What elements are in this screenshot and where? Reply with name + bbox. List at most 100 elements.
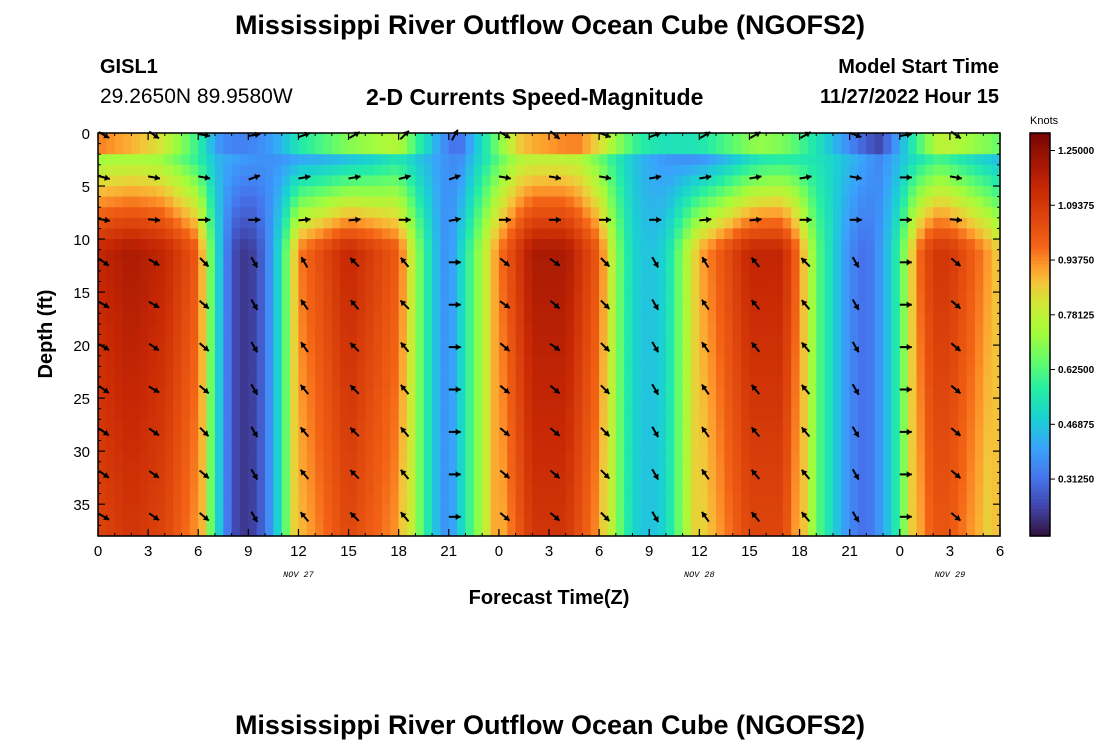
colorbar-swatch — [1030, 415, 1050, 420]
heatmap-cell — [832, 366, 842, 378]
colorbar-swatch — [1030, 290, 1050, 295]
heatmap-cell — [256, 154, 266, 166]
current-vector-arrow — [950, 300, 962, 310]
heatmap-cell — [757, 482, 767, 495]
current-vector-arrow — [950, 512, 962, 522]
heatmap-cell — [214, 398, 224, 410]
heatmap-cell — [966, 461, 976, 473]
heatmap-cell — [131, 472, 141, 484]
heatmap-cell — [590, 186, 600, 198]
heatmap-cell — [206, 419, 216, 431]
heatmap-cell — [173, 133, 183, 145]
heatmap-cell — [189, 472, 199, 484]
heatmap-cell — [674, 514, 684, 526]
heatmap-cell — [540, 292, 550, 304]
heatmap-cell — [323, 525, 333, 537]
heatmap-cell — [273, 514, 283, 526]
heatmap-cell — [749, 260, 759, 272]
heatmap-cell — [323, 207, 333, 219]
heatmap-cell — [899, 334, 909, 346]
heatmap-cell — [214, 249, 224, 261]
heatmap-cell — [298, 376, 308, 389]
heatmap-cell — [223, 154, 233, 166]
heatmap-cell — [699, 323, 709, 336]
heatmap-cell — [432, 270, 442, 283]
heatmap-cell — [106, 239, 116, 251]
heatmap-cell — [866, 260, 876, 272]
heatmap-cell — [607, 451, 617, 463]
heatmap-cell — [640, 313, 650, 325]
heatmap-cell — [540, 355, 550, 367]
heatmap-cell — [841, 133, 851, 145]
heatmap-cell — [615, 472, 625, 484]
heatmap-cell — [557, 419, 567, 431]
heatmap-cell — [173, 419, 183, 431]
heatmap-cell — [582, 429, 592, 442]
heatmap-cell — [607, 482, 617, 495]
heatmap-cell — [590, 196, 600, 208]
heatmap-cell — [231, 461, 241, 473]
heatmap-cell — [824, 196, 834, 208]
heatmap-cell — [949, 493, 959, 505]
heatmap-cell — [682, 493, 692, 505]
heatmap-cell — [407, 313, 416, 325]
heatmap-cell — [323, 408, 333, 420]
heatmap-cell — [415, 143, 425, 155]
heatmap-cell — [849, 164, 859, 177]
heatmap-cell — [432, 313, 442, 325]
heatmap-cell — [114, 334, 124, 346]
heatmap-cell — [231, 429, 241, 442]
heatmap-cell — [532, 207, 542, 219]
heatmap-cell — [315, 429, 325, 442]
heatmap-cell — [256, 260, 266, 272]
heatmap-cell — [899, 429, 909, 442]
heatmap-cell — [716, 334, 725, 346]
heatmap-cell — [465, 355, 475, 367]
heatmap-cell — [415, 133, 425, 145]
heatmap-cell — [757, 398, 767, 410]
heatmap-cell — [899, 249, 909, 261]
heatmap-cell — [615, 525, 625, 537]
heatmap-cell — [540, 154, 550, 166]
colorbar-swatch — [1030, 307, 1050, 312]
heatmap-cell — [148, 313, 158, 325]
heatmap-cell — [657, 419, 667, 431]
heatmap-cell — [214, 281, 224, 293]
heatmap-cell — [273, 270, 283, 283]
heatmap-cell — [156, 154, 166, 166]
heatmap-cell — [983, 376, 993, 389]
heatmap-cell — [774, 472, 784, 484]
heatmap-cell — [231, 207, 241, 219]
heatmap-cell — [448, 323, 458, 336]
heatmap-cell — [106, 228, 116, 240]
heatmap-cell — [348, 302, 358, 314]
heatmap-cell — [933, 270, 943, 283]
heatmap-cell — [640, 482, 650, 495]
heatmap-cell — [624, 207, 634, 219]
heatmap-cell — [298, 461, 308, 473]
heatmap-cell — [991, 133, 1001, 145]
heatmap-cell — [273, 186, 283, 198]
heatmap-cell — [624, 217, 634, 230]
heatmap-cell — [832, 239, 842, 251]
heatmap-cell — [565, 525, 575, 537]
heatmap-cell — [398, 398, 408, 410]
heatmap-cell — [757, 270, 767, 283]
heatmap-cell — [557, 514, 567, 526]
current-vector-arrow — [749, 216, 762, 223]
heatmap-cell — [632, 133, 642, 145]
x-tick-label: 18 — [791, 543, 808, 560]
heatmap-cell — [866, 514, 876, 526]
heatmap-cell — [123, 355, 133, 367]
heatmap-cell — [582, 408, 592, 420]
heatmap-cell — [440, 228, 450, 240]
heatmap-cell — [98, 302, 107, 314]
heatmap-cell — [256, 419, 266, 431]
heatmap-cell — [98, 164, 107, 177]
heatmap-cell — [791, 493, 801, 505]
heatmap-cell — [482, 270, 492, 283]
heatmap-cell — [131, 196, 141, 208]
heatmap-cell — [465, 376, 475, 389]
heatmap-cell — [189, 323, 199, 336]
heatmap-cell — [841, 451, 851, 463]
